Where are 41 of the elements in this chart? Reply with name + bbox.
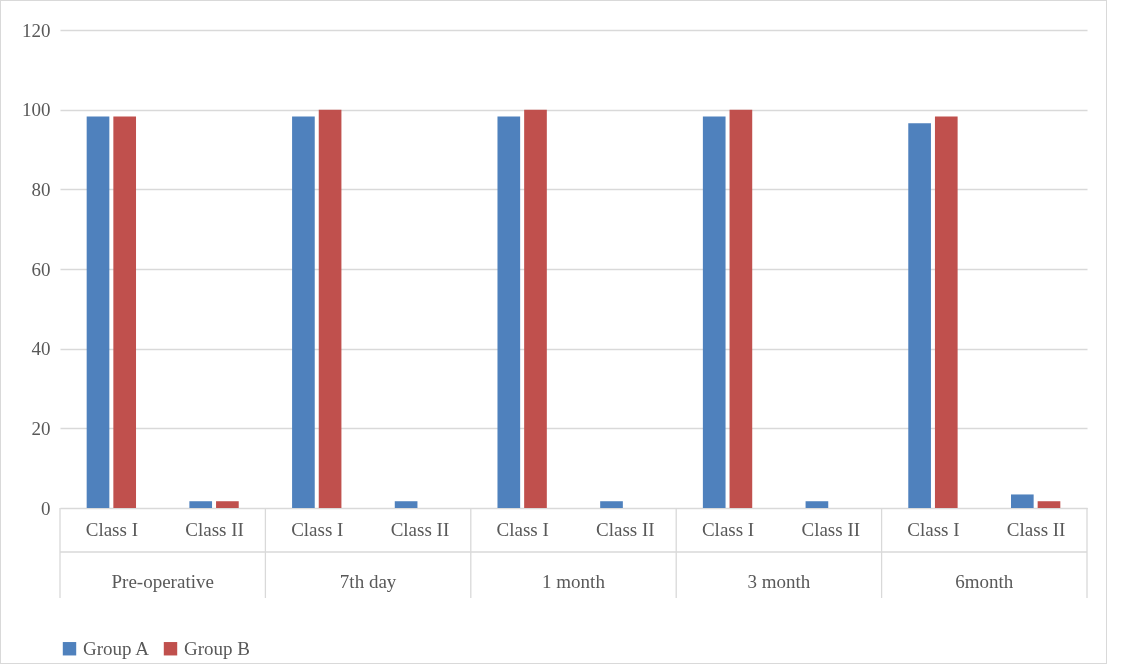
y-tick-label: 120 xyxy=(22,19,51,41)
bar xyxy=(600,501,623,508)
bar xyxy=(1010,494,1034,508)
y-tick-label: 40 xyxy=(31,338,51,360)
bar xyxy=(805,501,829,508)
bar xyxy=(113,116,137,508)
bar xyxy=(86,116,110,508)
bar xyxy=(394,501,418,508)
bar xyxy=(216,501,239,508)
y-tick-label: 0 xyxy=(41,497,51,519)
x-tick-label: Class II xyxy=(185,518,244,540)
bar xyxy=(318,109,342,508)
text: 3 month xyxy=(747,571,811,592)
bar xyxy=(292,116,315,508)
bar xyxy=(702,116,726,508)
x-tick-label: Class I xyxy=(907,518,960,540)
y-tick-label: 100 xyxy=(22,99,51,121)
x-tick-label: Class II xyxy=(801,518,861,540)
bar xyxy=(189,501,213,508)
y-tick-label: 60 xyxy=(31,258,51,280)
bar xyxy=(524,109,547,508)
y-tick-label: 20 xyxy=(31,417,51,439)
text: Pre-operative xyxy=(111,571,214,592)
bar xyxy=(934,116,958,508)
text: 7th day xyxy=(339,571,397,592)
x-tick-label: Class I xyxy=(496,518,549,540)
x-tick-label: Class II xyxy=(596,518,655,540)
bar xyxy=(1037,501,1061,508)
y-tick-label: 80 xyxy=(31,178,51,200)
x-tick-label: Class II xyxy=(1006,518,1066,540)
legend-label: Group A xyxy=(83,637,150,659)
bar xyxy=(729,109,753,508)
bar xyxy=(497,116,521,508)
x-tick-label: Class I xyxy=(291,518,344,540)
x-tick-label: Class II xyxy=(390,518,450,540)
legend-label: Group B xyxy=(184,637,250,659)
text: 1 month xyxy=(542,571,606,592)
bar xyxy=(908,123,931,508)
text: 6month xyxy=(955,571,1014,592)
x-tick-label: Class I xyxy=(85,518,138,540)
x-tick-label: Class I xyxy=(701,518,755,540)
